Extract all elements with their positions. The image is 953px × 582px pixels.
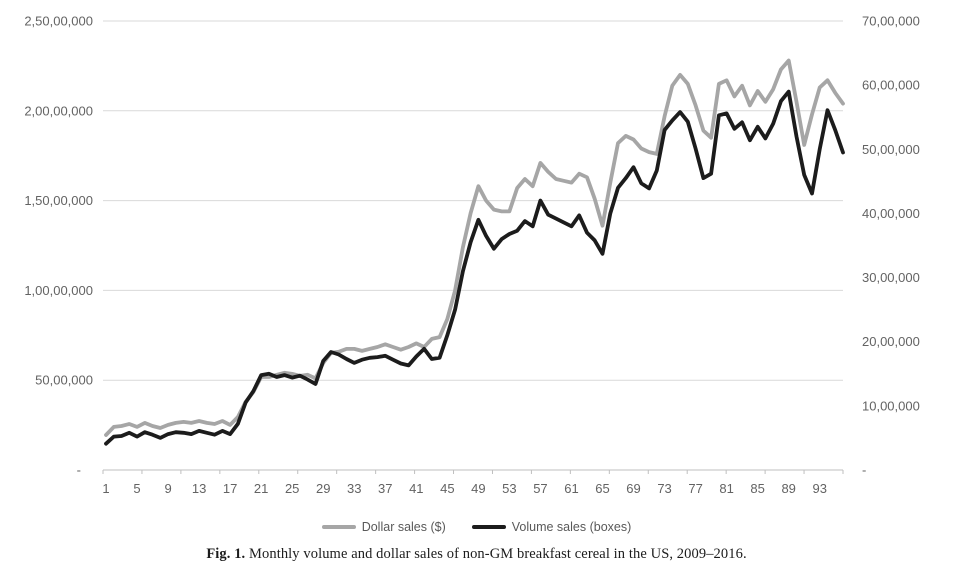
x-axis-tick-label: 57 [533, 481, 547, 496]
right-axis-tick-label: 10,00,000 [862, 398, 920, 413]
right-axis-tick-label: 50,00,000 [862, 142, 920, 157]
chart-legend: Dollar sales ($) Volume sales (boxes) [0, 518, 953, 536]
right-axis-tick-label: 60,00,000 [862, 78, 920, 93]
x-axis-tick-label: 53 [502, 481, 516, 496]
legend-label: Volume sales (boxes) [511, 520, 632, 534]
legend-item: Dollar sales ($) [321, 520, 446, 534]
x-axis-tick-label: 5 [133, 481, 140, 496]
right-axis-tick-label: 40,00,000 [862, 206, 920, 221]
x-axis-tick-label: 49 [471, 481, 485, 496]
x-axis-tick-label: 13 [192, 481, 206, 496]
right-axis-tick-label: 30,00,000 [862, 270, 920, 285]
dollar-sales-line [104, 58, 845, 437]
x-axis-tick-label: 93 [812, 481, 826, 496]
left-axis-tick-label: 1,00,00,000 [24, 283, 93, 298]
x-axis-tick-label: 25 [285, 481, 299, 496]
x-axis-tick-label: 77 [688, 481, 702, 496]
x-axis-tick-label: 21 [254, 481, 268, 496]
x-axis-tick-label: 69 [626, 481, 640, 496]
left-axis-tick-label: 50,00,000 [35, 373, 93, 388]
left-axis-tick-label: 2,00,00,000 [24, 103, 93, 118]
right-axis-tick-label: 20,00,000 [862, 334, 920, 349]
legend-item: Volume sales (boxes) [471, 520, 632, 534]
figure-caption-label: Fig. 1. [206, 546, 246, 562]
x-axis-tick-label: 9 [164, 481, 171, 496]
volume-sales-line [104, 89, 845, 446]
x-axis-tick-label: 17 [223, 481, 237, 496]
left-axis-tick-label: - [77, 463, 81, 478]
figure-caption: Fig. 1. Monthly volume and dollar sales … [0, 546, 953, 563]
right-axis-tick-label: - [862, 463, 866, 478]
x-axis-tick-label: 29 [316, 481, 330, 496]
x-axis-tick-label: 61 [564, 481, 578, 496]
x-axis-tick-label: 85 [750, 481, 764, 496]
x-axis-tick-label: 37 [378, 481, 392, 496]
x-axis-tick-label: 33 [347, 481, 361, 496]
x-axis-tick-label: 65 [595, 481, 609, 496]
legend-line-swatch [321, 525, 356, 529]
x-axis-tick-label: 81 [719, 481, 733, 496]
x-axis-tick-label: 1 [102, 481, 109, 496]
left-axis-tick-label: 1,50,00,000 [24, 193, 93, 208]
x-axis-tick-label: 73 [657, 481, 671, 496]
x-axis-tick-label: 45 [440, 481, 454, 496]
legend-line-swatch [471, 525, 506, 529]
legend-label: Dollar sales ($) [361, 520, 446, 534]
left-axis-tick-label: 2,50,00,000 [24, 14, 93, 29]
x-axis-tick-label: 41 [409, 481, 423, 496]
figure-caption-text: Monthly volume and dollar sales of non-G… [245, 546, 747, 562]
x-axis-tick-label: 89 [781, 481, 795, 496]
sales-chart-svg: 2,50,00,000 2,00,00,000 1,50,00,000 1,00,00… [24, 14, 920, 497]
right-axis-tick-label: 70,00,000 [862, 14, 920, 29]
